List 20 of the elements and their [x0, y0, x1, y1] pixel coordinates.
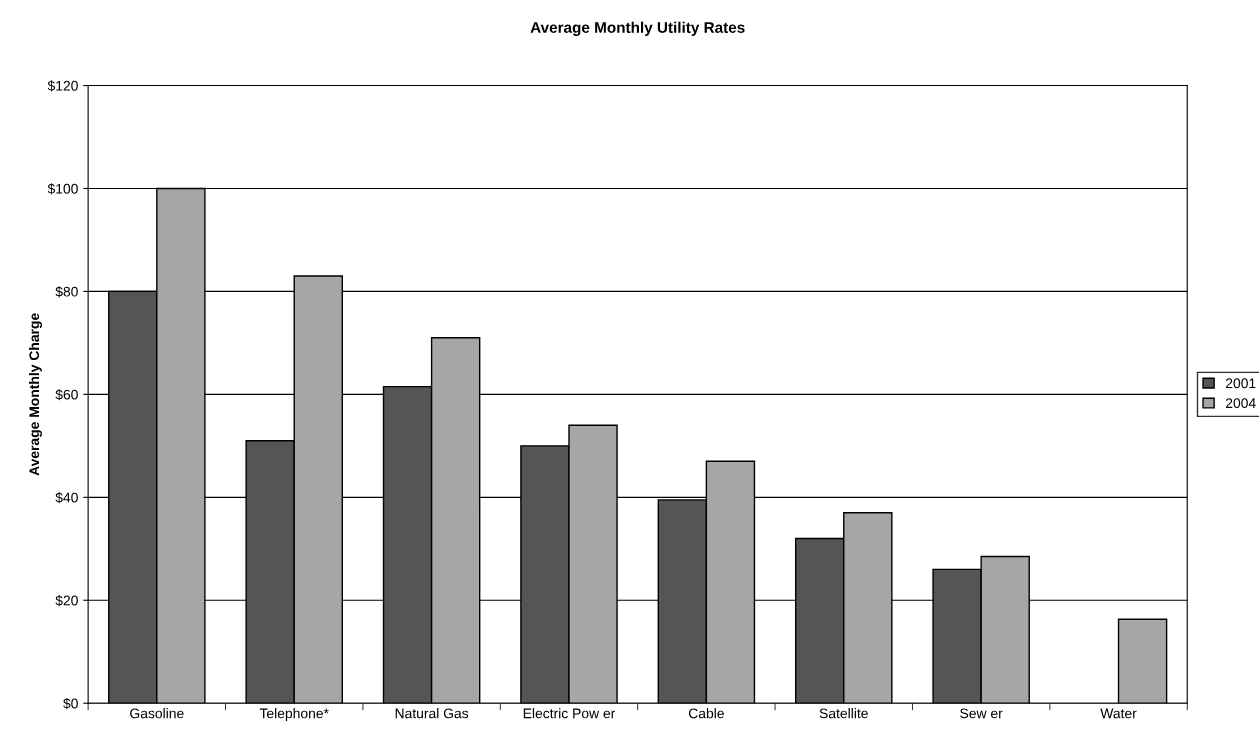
y-tick-label: $80	[55, 286, 78, 298]
y-tick-label: $120	[47, 80, 78, 92]
legend-label: 2004	[1225, 398, 1256, 409]
y-tick-label: $100	[47, 183, 78, 195]
x-tick-label: Water	[1100, 708, 1137, 719]
y-tick-label: $20	[55, 595, 78, 607]
x-tick-label: Sew er	[960, 708, 1003, 719]
x-tick-label: Natural Gas	[395, 708, 469, 719]
x-tick-label: Satellite	[819, 708, 868, 719]
chart-title: Average Monthly Utility Rates	[530, 21, 745, 36]
y-axis-title: Average Monthly Charge	[28, 313, 42, 476]
x-tick-label: Gasoline	[130, 708, 184, 719]
x-tick-label: Telephone*	[259, 708, 329, 722]
legend-label: 2001	[1225, 378, 1256, 389]
x-tick-label: Electric Pow er	[523, 708, 616, 719]
y-tick-label: $60	[55, 389, 78, 401]
y-tick-label: $0	[63, 697, 78, 710]
y-tick-label: $40	[55, 492, 78, 504]
x-tick-label: Cable	[688, 708, 724, 719]
bar	[1117, 618, 1168, 704]
